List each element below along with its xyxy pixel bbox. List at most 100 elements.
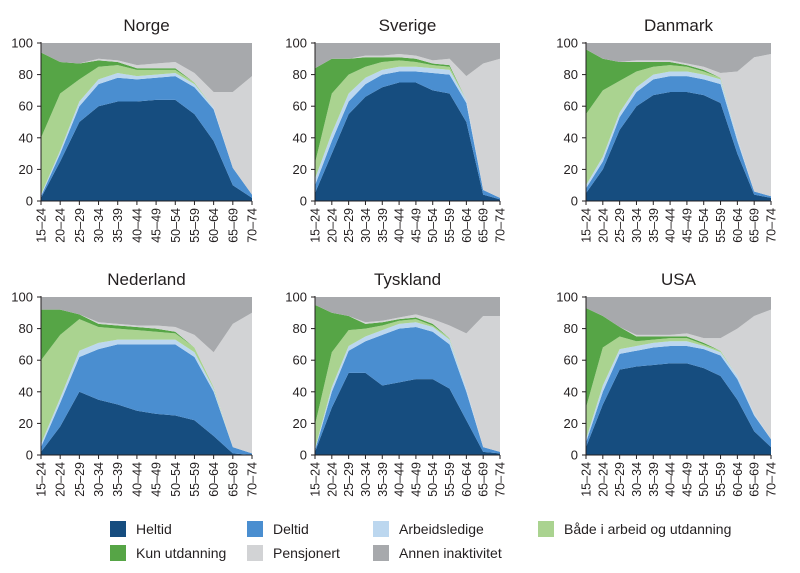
panel-title-nederland: Nederland (107, 270, 185, 289)
y-tick-label-tyskland-20: 20 (293, 416, 307, 431)
area-danmark-pensjonert (586, 49, 771, 197)
y-tick-label-danmark-60: 60 (564, 99, 578, 114)
x-tick-label-tyskland-8: 55–59 (443, 462, 457, 497)
area-danmark-kun-utdanning (586, 49, 771, 197)
x-tick-label-sverige-1: 20–24 (325, 208, 339, 243)
x-tick-label-danmark-1: 20–24 (596, 208, 610, 243)
area-norge-annen-inaktivitet (41, 43, 252, 92)
x-tick-label-nederland-11: 70–74 (246, 462, 260, 497)
x-tick-label-tyskland-3: 30–34 (359, 462, 373, 497)
x-tick-label-sverige-6: 45–49 (409, 208, 423, 243)
panel-title-danmark: Danmark (644, 16, 713, 35)
x-tick-label-danmark-5: 40–44 (664, 208, 678, 243)
area-tyskland-annen-inaktivitet (315, 297, 500, 334)
area-sverige-kun-utdanning (315, 57, 500, 198)
x-tick-label-usa-7: 50–54 (697, 462, 711, 497)
x-tick-label-norge-7: 50–54 (169, 208, 183, 243)
x-tick-label-sverige-7: 50–54 (426, 208, 440, 243)
x-tick-label-tyskland-5: 40–44 (393, 462, 407, 497)
area-usa-deltid (586, 345, 771, 448)
y-tick-label-nederland-80: 80 (19, 321, 33, 336)
y-tick-label-nederland-20: 20 (19, 416, 33, 431)
x-tick-label-tyskland-1: 20–24 (325, 462, 339, 497)
area-sverige-annen-inaktivitet (315, 43, 500, 77)
area-tyskland-pensjonert (315, 304, 500, 452)
y-tick-label-sverige-60: 60 (293, 99, 307, 114)
x-tick-label-sverige-11: 70–74 (494, 208, 508, 243)
x-tick-label-nederland-6: 45–49 (150, 462, 164, 497)
y-tick-label-danmark-20: 20 (564, 162, 578, 177)
y-tick-label-sverige-80: 80 (293, 67, 307, 82)
y-tick-label-danmark-80: 80 (564, 67, 578, 82)
x-tick-label-usa-4: 35–39 (647, 462, 661, 497)
x-tick-label-norge-0: 15–24 (35, 208, 49, 243)
y-tick-label-norge-60: 60 (19, 99, 33, 114)
x-tick-label-danmark-11: 70–74 (765, 208, 779, 243)
y-tick-label-norge-40: 40 (19, 130, 33, 145)
y-tick-label-norge-0: 0 (26, 194, 33, 209)
y-tick-label-usa-20: 20 (564, 416, 578, 431)
x-tick-label-tyskland-4: 35–39 (376, 462, 390, 497)
x-tick-label-nederland-5: 40–44 (130, 462, 144, 497)
y-tick-label-usa-60: 60 (564, 353, 578, 368)
y-tick-label-tyskland-40: 40 (293, 384, 307, 399)
y-tick-label-tyskland-100: 100 (285, 290, 307, 305)
panel-sverige: 0 20 40 60 80 100 15–24 20–24 25–29 30–34 35–39 40–… (285, 16, 507, 243)
x-tick-label-tyskland-6: 45–49 (409, 462, 423, 497)
x-tick-label-norge-9: 60–64 (207, 208, 221, 243)
x-tick-label-nederland-8: 55–59 (188, 462, 202, 497)
x-tick-label-danmark-8: 55–59 (714, 208, 728, 243)
area-usa-annen-inaktivitet (586, 297, 771, 339)
x-tick-label-nederland-0: 15–24 (35, 462, 49, 497)
y-tick-label-sverige-20: 20 (293, 162, 307, 177)
y-tick-label-nederland-100: 100 (11, 290, 33, 305)
x-tick-label-tyskland-0: 15–24 (309, 462, 323, 497)
x-tick-label-norge-11: 70–74 (246, 208, 260, 243)
x-tick-label-usa-5: 40–44 (664, 462, 678, 497)
x-tick-label-danmark-3: 30–34 (630, 208, 644, 243)
area-sverige-deltid (315, 71, 500, 200)
panel-nederland: 0 20 40 60 80 100 15–24 20–24 25–29 30–34 35–39 40–… (11, 270, 259, 497)
y-tick-label-sverige-40: 40 (293, 130, 307, 145)
x-tick-label-danmark-10: 65–69 (748, 208, 762, 243)
y-tick-label-usa-40: 40 (564, 384, 578, 399)
area-nederland-deltid (41, 344, 252, 455)
y-tick-label-danmark-0: 0 (571, 194, 578, 209)
panel-danmark: 0 20 40 60 80 100 15–24 20–24 25–29 30–34 35–39 40–… (556, 16, 778, 243)
x-tick-label-danmark-7: 50–54 (697, 208, 711, 243)
area-danmark-deltid (586, 76, 771, 198)
x-tick-label-danmark-0: 15–24 (580, 208, 594, 243)
area-usa-pensjonert (586, 308, 771, 440)
area-danmark-annen-inaktivitet (586, 43, 771, 74)
x-tick-label-usa-8: 55–59 (714, 462, 728, 497)
area-usa-bade-i-arbeid-og-utdanning (586, 336, 771, 440)
x-tick-label-sverige-9: 60–64 (460, 208, 474, 243)
x-tick-label-usa-10: 65–69 (748, 462, 762, 497)
panel-title-usa: USA (661, 270, 697, 289)
x-tick-label-nederland-2: 25–29 (73, 462, 87, 497)
x-tick-label-tyskland-11: 70–74 (494, 462, 508, 497)
area-nederland-annen-inaktivitet (41, 297, 252, 353)
x-tick-label-nederland-9: 60–64 (207, 462, 221, 497)
x-tick-label-usa-6: 45–49 (680, 462, 694, 497)
y-tick-label-danmark-40: 40 (564, 130, 578, 145)
area-sverige-heltid (315, 82, 500, 201)
x-tick-label-usa-11: 70–74 (765, 462, 779, 497)
area-tyskland-arbeidsledige (315, 322, 500, 452)
y-tick-label-nederland-40: 40 (19, 384, 33, 399)
x-tick-label-tyskland-9: 60–64 (460, 462, 474, 497)
x-tick-label-danmark-4: 35–39 (647, 208, 661, 243)
x-tick-label-nederland-4: 35–39 (111, 462, 125, 497)
x-tick-label-norge-2: 25–29 (73, 208, 87, 243)
x-tick-label-nederland-1: 20–24 (54, 462, 68, 497)
area-tyskland-kun-utdanning (315, 304, 500, 452)
x-tick-label-danmark-9: 60–64 (731, 208, 745, 243)
area-usa-heltid (586, 363, 771, 455)
panel-title-tyskland: Tyskland (374, 270, 441, 289)
panel-title-norge: Norge (123, 16, 169, 35)
y-tick-label-norge-100: 100 (11, 36, 33, 51)
x-tick-label-norge-5: 40–44 (130, 208, 144, 243)
area-nederland-heltid (41, 391, 252, 455)
x-tick-label-danmark-2: 25–29 (613, 208, 627, 243)
